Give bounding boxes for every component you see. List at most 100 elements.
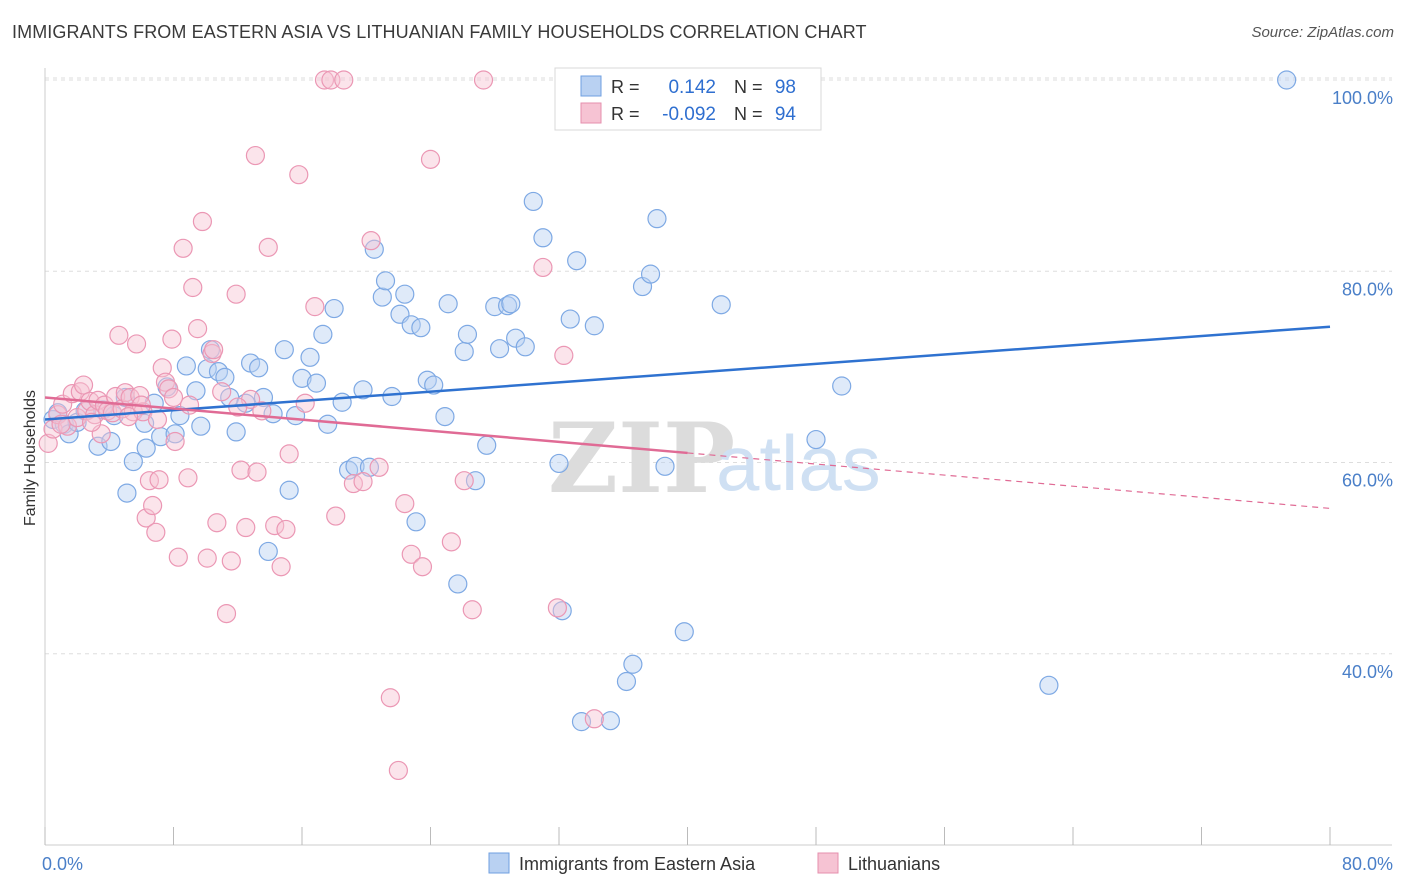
data-point [276, 519, 296, 540]
data-point [435, 407, 455, 427]
data-point [623, 654, 643, 674]
x-tick-labels: 0.0% 80.0% [42, 854, 1393, 874]
data-point [454, 341, 474, 362]
data-point [473, 70, 494, 90]
data-point [183, 277, 203, 298]
data-point [375, 271, 396, 291]
data-point [101, 431, 121, 452]
data-point [165, 431, 185, 452]
legend-bottom-blue-swatch [488, 852, 510, 874]
data-point [192, 211, 213, 232]
y-tick-label: 40.0% [1342, 662, 1393, 682]
data-point [212, 382, 232, 402]
data-point [306, 373, 327, 393]
trend-line-eastern-asia [44, 325, 1331, 421]
data-point [560, 309, 580, 329]
data-point [226, 284, 246, 304]
data-point [274, 340, 294, 360]
data-point [73, 375, 94, 395]
data-point [178, 468, 198, 488]
data-point [462, 600, 482, 620]
x-tick-label: 80.0% [1342, 854, 1393, 874]
data-point [187, 319, 208, 339]
data-point [411, 318, 431, 338]
legend-r-label-blue: R = [611, 77, 640, 97]
data-point [120, 387, 140, 408]
data-point [314, 70, 335, 90]
data-point [806, 429, 826, 450]
data-point [395, 284, 415, 304]
data-point [126, 334, 147, 354]
trend-line-lithuanians [44, 396, 688, 455]
data-point [353, 380, 373, 400]
data-point [136, 438, 156, 458]
y-tick-labels: 40.0% 60.0% 80.0% 100.0% [1332, 88, 1393, 682]
data-point [420, 149, 441, 169]
data-point [359, 457, 380, 477]
data-point [136, 508, 156, 528]
data-point [146, 522, 166, 542]
data-point [655, 456, 675, 476]
legend-n-label-pink: N = [734, 104, 763, 124]
data-point [215, 367, 235, 387]
data-point [168, 547, 188, 567]
data-point [584, 709, 604, 729]
legend-top: R = 0.142 N = 98 R = -0.092 N = 94 [554, 67, 822, 131]
data-point [832, 376, 852, 396]
data-point [197, 548, 217, 568]
legend-pink-swatch [580, 102, 602, 124]
legend-r-value-pink: -0.092 [662, 104, 716, 125]
data-point [305, 297, 325, 317]
trend-lines [44, 325, 1331, 509]
watermark: ZIP atlas [548, 402, 881, 515]
data-point [197, 359, 217, 379]
data-point [249, 358, 269, 378]
data-point [380, 688, 400, 708]
data-point [498, 296, 518, 316]
data-point [258, 237, 278, 257]
data-point [1039, 675, 1059, 695]
data-point [448, 574, 468, 594]
data-point [441, 532, 461, 552]
data-point [216, 603, 237, 624]
data-point [454, 471, 474, 491]
data-point [388, 760, 408, 781]
data-point [515, 337, 535, 357]
data-point [173, 238, 193, 258]
data-point [318, 414, 338, 434]
data-point [139, 471, 160, 491]
data-point [438, 294, 458, 314]
y-tick-label: 100.0% [1332, 88, 1393, 108]
data-point [226, 422, 246, 442]
data-point [231, 460, 251, 480]
data-point [401, 544, 421, 564]
data-point [361, 231, 381, 251]
data-point [647, 209, 667, 229]
legend-bottom-pink-swatch [817, 852, 839, 874]
data-point [369, 457, 389, 477]
data-point [326, 506, 346, 526]
data-point [204, 340, 224, 360]
data-point [265, 516, 285, 536]
data-point [147, 409, 168, 430]
watermark-zip: ZIP [548, 402, 735, 515]
data-point [152, 358, 172, 378]
legend-n-value-blue: 98 [775, 77, 796, 98]
data-point [674, 622, 694, 642]
x-tick-label: 0.0% [42, 854, 83, 874]
data-point [477, 435, 497, 455]
data-point [372, 287, 392, 307]
data-point [412, 557, 433, 577]
data-point [332, 392, 352, 412]
data-point [289, 165, 309, 185]
data-point [313, 324, 333, 344]
data-point [489, 339, 510, 359]
data-point [345, 456, 365, 476]
legend-bottom-blue-label: Immigrants from Eastern Asia [519, 854, 756, 874]
data-point [406, 512, 426, 532]
data-point [334, 70, 354, 90]
data-points [38, 70, 1297, 781]
data-point [165, 424, 185, 444]
data-point [162, 329, 182, 349]
